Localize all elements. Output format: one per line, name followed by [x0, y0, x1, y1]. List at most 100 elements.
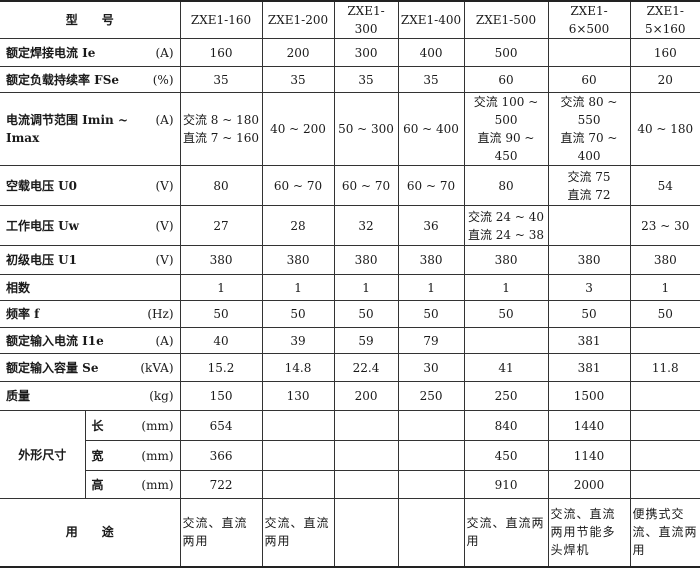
- table-cell: 840: [463, 410, 549, 441]
- dimension-label-text: 宽: [91, 448, 104, 463]
- row-label: (A) 电流调节范围 Imin ~ Imax: [0, 92, 181, 166]
- usage-cell: 便携式交流、直流两用: [629, 498, 700, 568]
- cell-value: 60 ~ 400: [403, 122, 459, 136]
- table-row: (A) 额定输入电流 I1e 40 39 59 79 381: [0, 327, 700, 354]
- cell-value: 250: [494, 389, 518, 403]
- table-cell: 50: [547, 300, 631, 328]
- table-cell: 1500: [547, 381, 631, 411]
- table-cell: 380: [397, 245, 465, 275]
- cell-value: 35: [423, 72, 439, 87]
- table-cell: 50: [261, 300, 335, 328]
- cell-value: 380: [209, 253, 233, 267]
- dimension-label: (mm) 高: [85, 470, 181, 499]
- table-cell: [547, 205, 631, 246]
- model-header: ZXE1-6×500: [547, 0, 631, 39]
- table-cell: 250: [397, 381, 465, 411]
- cell-value: 50: [423, 307, 439, 321]
- header-label-text: 型 号: [65, 13, 114, 27]
- table-cell: 160: [629, 38, 700, 67]
- table-cell: 50 ~ 300: [333, 92, 399, 166]
- cell-value: 36: [423, 218, 439, 233]
- table-cell: 2000: [547, 470, 631, 499]
- table-cell: 32: [333, 205, 399, 246]
- cell-value: 1: [661, 280, 670, 295]
- table-cell: 交流 75 直流 72: [547, 165, 631, 206]
- cell-value: 直流 70 ~ 400: [560, 131, 618, 163]
- table-cell: 40 ~ 200: [261, 92, 335, 166]
- table-cell: [629, 327, 700, 354]
- table-cell: 交流 100 ~ 500 直流 90 ~ 450: [463, 92, 549, 166]
- row-label: (V) 初级电压 U1: [0, 245, 181, 275]
- cell-value: 1140: [573, 448, 605, 463]
- table-cell: 500: [463, 38, 549, 67]
- cell-value: 380: [419, 253, 443, 267]
- cell-value: 交流 80 ~ 550: [560, 95, 618, 127]
- cell-value: 交流 75: [567, 169, 611, 184]
- cell-value: 14.8: [284, 360, 312, 375]
- cell-value: 150: [209, 389, 233, 403]
- cell-value: 3: [585, 280, 593, 295]
- cell-value: 381: [577, 360, 601, 375]
- cell-value: 41: [498, 360, 514, 375]
- table-cell: 54: [629, 165, 700, 206]
- table-row: (A) 额定焊接电流 Ie 160 200 300 400 500 160: [0, 38, 700, 67]
- row-label: (A) 额定输入电流 I1e: [0, 327, 181, 354]
- row-label-text: 初级电压 U1: [6, 253, 77, 267]
- table-cell: 60 ~ 70: [397, 165, 465, 206]
- cell-value: 450: [494, 448, 518, 463]
- row-label-text: 相数: [6, 280, 31, 295]
- cell-value: 654: [209, 418, 233, 433]
- usage-cell: 交流、直流两用: [179, 498, 263, 568]
- table-cell: [397, 440, 465, 471]
- usage-label: 用 途: [0, 498, 181, 568]
- dimension-label-text: 长: [91, 418, 104, 433]
- table-cell: 60: [463, 66, 549, 93]
- header-label: 型 号: [0, 0, 181, 39]
- cell-value: 40 ~ 200: [270, 122, 326, 136]
- table-cell: 1: [397, 274, 465, 301]
- table-cell: 50: [333, 300, 399, 328]
- row-label: (Hz) 频率 f: [0, 300, 181, 328]
- table-cell: 381: [547, 353, 631, 382]
- table-cell: 35: [397, 66, 465, 93]
- model-name: ZXE1-5×160: [644, 4, 686, 36]
- dimensions-label-text: 外形尺寸: [18, 447, 67, 462]
- table-cell: [629, 440, 700, 471]
- model-header: ZXE1-200: [261, 0, 335, 39]
- header-row: 型 号 ZXE1-160 ZXE1-200 ZXE1-300 ZXE1-400 ZXE1-…: [0, 0, 700, 39]
- table-row: (V) 工作电压 Uw 27 28 32 36 交流 24 ~ 40 直流 24 ~ 38 23…: [0, 205, 700, 246]
- row-unit: (V): [155, 178, 174, 193]
- table-cell: 380: [629, 245, 700, 275]
- table-cell: [397, 410, 465, 441]
- cell-value: 380: [286, 253, 310, 267]
- table-cell: 1140: [547, 440, 631, 471]
- model-header: ZXE1-500: [463, 0, 549, 39]
- table-cell: 交流 8 ~ 180 直流 7 ~ 160: [179, 92, 263, 166]
- cell-value: 200: [354, 389, 378, 403]
- usage-label-text: 用 途: [65, 525, 114, 540]
- dimension-label: (mm) 宽: [85, 440, 181, 471]
- cell-value: 60 ~ 70: [406, 178, 456, 193]
- row-unit: (kVA): [140, 360, 174, 375]
- dimensions-label: 外形尺寸: [0, 410, 86, 499]
- cell-value: 11.8: [651, 360, 679, 375]
- table-cell: 1: [629, 274, 700, 301]
- table-cell: 380: [179, 245, 263, 275]
- cell-value: 1: [362, 280, 370, 295]
- cell-value: 200: [286, 45, 310, 60]
- cell-value: 39: [290, 333, 306, 348]
- table-cell: 150: [179, 381, 263, 411]
- table-cell: 交流 24 ~ 40 直流 24 ~ 38: [463, 205, 549, 246]
- cell-value: 28: [290, 218, 306, 233]
- usage-value: 交流、直流两用: [264, 516, 330, 549]
- table-cell: 50: [397, 300, 465, 328]
- table-cell: 27: [179, 205, 263, 246]
- cell-value: 交流 8 ~ 180: [182, 113, 260, 127]
- row-unit: (Hz): [147, 307, 174, 321]
- row-label: (V) 空载电压 U0: [0, 165, 181, 206]
- model-name: ZXE1-300: [347, 4, 385, 36]
- cell-value: 直流 90 ~ 450: [477, 131, 535, 163]
- table-cell: [629, 470, 700, 499]
- table-cell: 1: [179, 274, 263, 301]
- dimension-label-text: 高: [91, 477, 104, 492]
